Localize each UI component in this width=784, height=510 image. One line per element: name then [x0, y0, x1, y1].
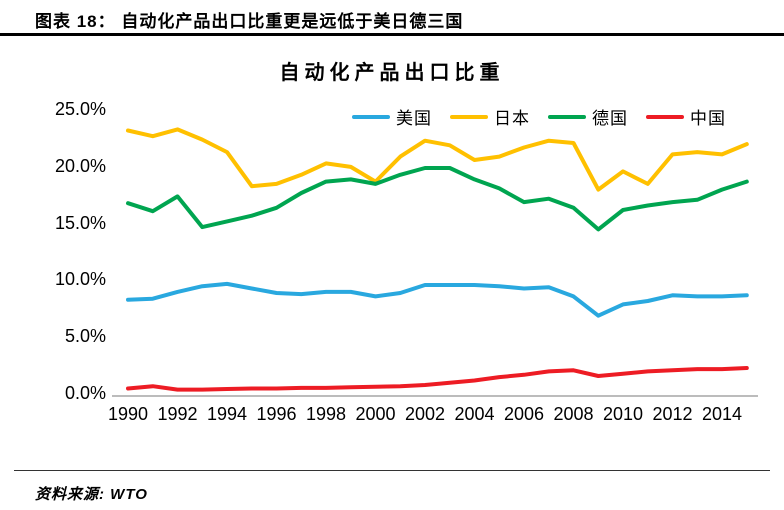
chart-title: 自动化产品出口比重 [279, 62, 505, 84]
legend-swatch-icon [450, 114, 488, 119]
legend-swatch-icon [646, 114, 684, 119]
y-axis-tick-label: 10.0% [54, 269, 106, 290]
x-axis-tick-label: 2004 [454, 404, 495, 424]
legend-item-日本: 日本 [450, 104, 530, 129]
series-line-美国 [126, 281, 749, 318]
legend-item-德国: 德国 [548, 104, 628, 129]
figure-caption: 图表 18： 自动化产品出口比重更是远低于美日德三国 [35, 12, 464, 31]
x-axis-tick-label: 2000 [355, 404, 396, 424]
x-axis-tick-label: 2010 [602, 404, 644, 424]
footer-divider [14, 470, 770, 471]
x-axis-tick-label: 2002 [404, 404, 446, 424]
y-axis-tick-label: 25.0% [54, 98, 106, 119]
legend-label: 中国 [690, 109, 726, 128]
chart-legend: 美国 日本 德国 中国 [352, 104, 726, 129]
x-axis-tick-label: 1990 [107, 404, 149, 424]
legend-label: 美国 [396, 109, 432, 128]
data-source: 资料来源: WTO [35, 486, 148, 503]
y-axis-tick-label: 15.0% [54, 212, 106, 233]
y-axis-tick-label: 0.0% [64, 383, 106, 403]
y-axis-tick-label: 20.0% [54, 155, 106, 176]
x-axis-tick-label: 1998 [305, 404, 347, 424]
series-line-德国 [126, 166, 749, 232]
legend-item-中国: 中国 [646, 104, 726, 129]
x-axis-tick-label: 2014 [701, 404, 743, 424]
legend-item-美国: 美国 [352, 104, 432, 129]
series-line-中国 [126, 366, 749, 392]
x-axis-tick-label: 1996 [256, 404, 297, 424]
x-axis-tick-label: 1992 [157, 404, 198, 424]
legend-swatch-icon [548, 114, 586, 119]
legend-label: 德国 [592, 109, 628, 128]
legend-swatch-icon [352, 114, 390, 119]
x-axis-tick-label: 2012 [652, 404, 693, 424]
x-axis-tick-label: 2006 [503, 404, 545, 424]
x-axis-tick-label: 1994 [206, 404, 248, 424]
series-line-日本 [126, 127, 749, 192]
y-axis-tick-label: 5.0% [64, 326, 106, 347]
legend-label: 日本 [494, 109, 530, 128]
x-axis-tick-label: 2008 [553, 404, 594, 424]
header-divider [0, 33, 784, 36]
